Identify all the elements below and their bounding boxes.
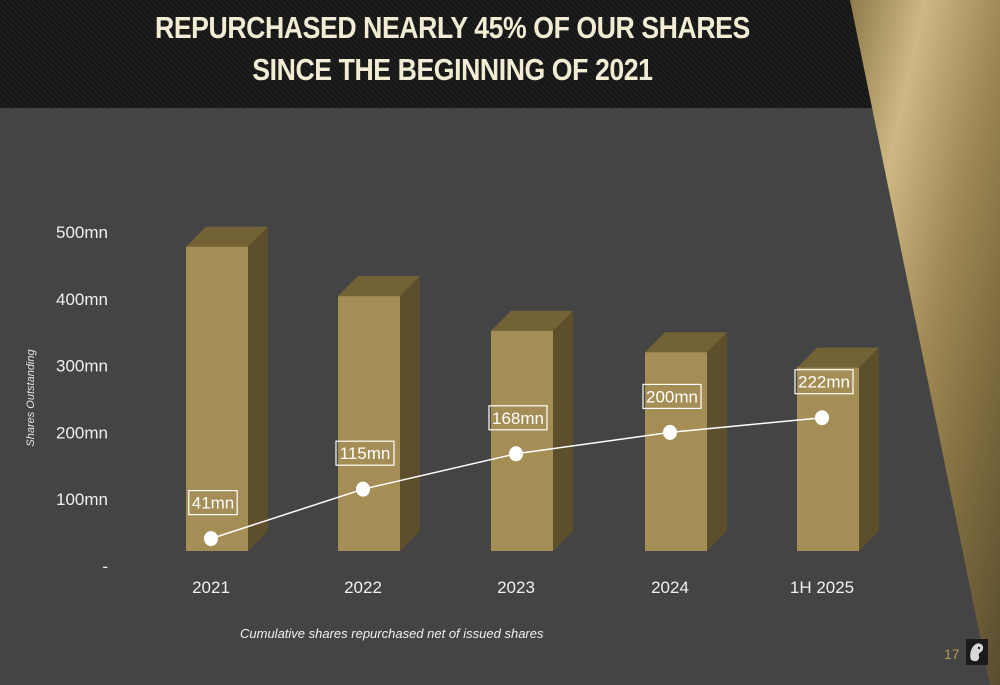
x-tick-label: 2023 — [497, 578, 535, 597]
data-label: 200mn — [646, 387, 698, 406]
x-tick-label: 1H 2025 — [790, 578, 854, 597]
data-label-box — [642, 383, 702, 409]
data-label: 168mn — [492, 409, 544, 428]
slide-title-line-1: REPURCHASED NEARLY 45% OF OUR SHARES — [154, 10, 750, 45]
y-tick-label: 300mn — [56, 357, 108, 376]
line-point — [663, 424, 677, 440]
data-label: 222mn — [798, 373, 850, 392]
page-number: 17 — [944, 646, 960, 662]
x-tick-label: 2022 — [344, 578, 382, 597]
bar-side — [859, 347, 879, 551]
bar-side — [553, 310, 573, 551]
bar — [797, 367, 859, 551]
line-point — [815, 410, 829, 426]
slide-title-line-2: SINCE THE BEGINNING OF 2021 — [252, 52, 653, 87]
data-label-box — [188, 490, 238, 516]
line-point — [356, 481, 370, 497]
bar-top — [797, 347, 879, 368]
footnote: Cumulative shares repurchased net of iss… — [240, 626, 544, 641]
line-point — [509, 446, 523, 462]
bar-top — [645, 332, 727, 353]
bar — [338, 296, 400, 551]
data-label: 115mn — [340, 444, 391, 463]
lion-logo-icon — [966, 639, 988, 665]
y-tick-label: 400mn — [56, 290, 108, 309]
bar-top — [338, 276, 420, 297]
x-tick-label: 2021 — [192, 578, 230, 597]
data-label-box — [488, 405, 548, 431]
y-tick-label: - — [102, 557, 108, 576]
title-banner: REPURCHASED NEARLY 45% OF OUR SHARES SIN… — [0, 0, 1000, 108]
bar-side — [707, 332, 727, 551]
bar-top — [186, 226, 268, 247]
y-axis-title: Shares Outstanding — [25, 349, 37, 447]
x-tick-label: 2024 — [651, 578, 689, 597]
y-tick-label: 100mn — [56, 490, 108, 509]
bar — [645, 352, 707, 551]
bar-side — [248, 226, 268, 552]
bar-side — [400, 276, 420, 551]
data-label-box — [794, 369, 854, 395]
bar-top — [491, 310, 573, 331]
data-label-box — [335, 440, 395, 466]
bar — [491, 330, 553, 551]
line-point — [204, 531, 218, 547]
y-tick-label: 200mn — [56, 423, 108, 442]
y-tick-label: 500mn — [56, 223, 108, 242]
data-label: 41mn — [192, 494, 235, 513]
